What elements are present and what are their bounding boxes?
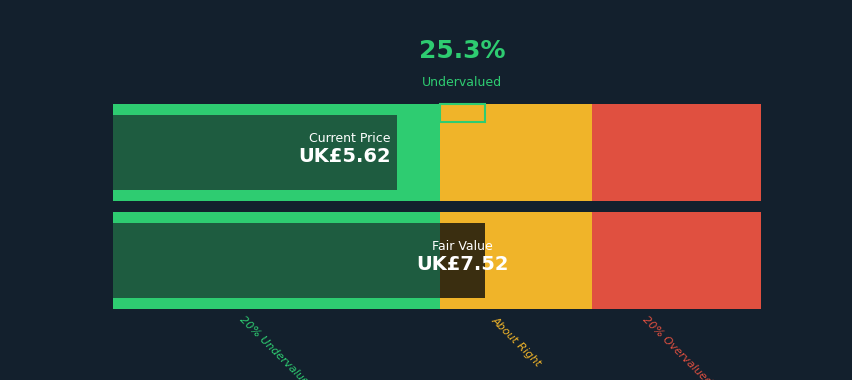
Text: 20% Undervalued: 20% Undervalued: [238, 315, 315, 380]
Bar: [113, 212, 440, 309]
Text: 20% Overvalued: 20% Overvalued: [639, 315, 712, 380]
Bar: [113, 190, 440, 201]
Text: Current Price: Current Price: [308, 132, 390, 145]
Bar: [113, 212, 440, 223]
Bar: [440, 212, 591, 309]
Bar: [440, 104, 485, 122]
Bar: [591, 104, 760, 201]
Text: 25.3%: 25.3%: [418, 39, 505, 63]
Bar: [440, 223, 485, 298]
Bar: [113, 104, 440, 201]
Text: Undervalued: Undervalued: [422, 76, 502, 90]
Bar: [591, 212, 760, 309]
Text: UK£7.52: UK£7.52: [416, 255, 508, 274]
Bar: [113, 223, 440, 298]
Bar: [440, 104, 591, 201]
Bar: [113, 104, 440, 116]
Text: About Right: About Right: [488, 315, 542, 368]
Text: UK£5.62: UK£5.62: [297, 147, 390, 166]
Bar: [113, 298, 440, 309]
Text: Fair Value: Fair Value: [432, 240, 492, 253]
Bar: [113, 116, 396, 190]
